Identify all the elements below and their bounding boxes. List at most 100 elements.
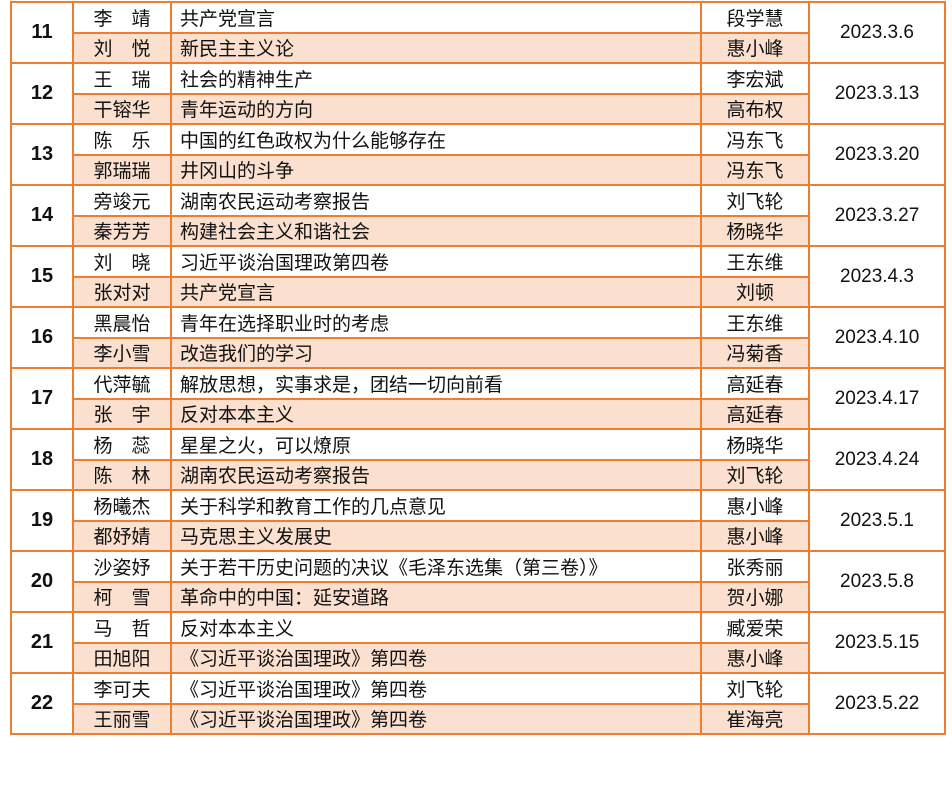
book-title: 星星之火，可以燎原 (170, 428, 702, 461)
book-title: 解放思想，实事求是，团结一切向前看 (170, 367, 702, 400)
teacher-name: 臧爱荣 (700, 611, 810, 644)
book-title: 关于若干历史问题的决议《毛泽东选集（第三卷）》 (170, 550, 702, 583)
book-title: 《习近平谈治国理政》第四卷 (170, 672, 702, 705)
group-number: 12 (10, 62, 74, 125)
student-name: 代萍毓 (72, 367, 172, 400)
teacher-name: 刘飞轮 (700, 184, 810, 217)
session-date: 2023.3.6 (808, 1, 946, 64)
table-row: 秦芳芳 构建社会主义和谐社会 杨晓华 (11, 214, 945, 247)
table-row: 张对对 共产党宣言 刘顿 (11, 275, 945, 308)
session-date: 2023.5.22 (808, 672, 946, 735)
group-number: 21 (10, 611, 74, 674)
teacher-name: 冯菊香 (700, 336, 810, 369)
student-name: 杨 蕊 (72, 428, 172, 461)
teacher-name: 惠小峰 (700, 489, 810, 522)
student-name: 柯 雪 (72, 580, 172, 613)
teacher-name: 高延春 (700, 397, 810, 430)
reading-schedule-table: 11 李 靖共产党宣言 段学慧 2023.3.6 刘 悦新民主主义论 惠小峰 12 王 瑞社会… (10, 1, 946, 735)
student-name: 旁竣元 (72, 184, 172, 217)
book-title: 构建社会主义和谐社会 (170, 214, 702, 247)
book-title: 反对本本主义 (170, 397, 702, 430)
student-name: 黑晨怡 (72, 306, 172, 339)
book-title: 革命中的中国：延安道路 (170, 580, 702, 613)
session-date: 2023.5.1 (808, 489, 946, 552)
student-name: 郭瑞瑞 (72, 153, 172, 186)
book-title: 关于科学和教育工作的几点意见 (170, 489, 702, 522)
teacher-name: 惠小峰 (700, 641, 810, 674)
table-row: 张 宇反对本本主义 高延春 (11, 397, 945, 430)
student-name: 马 哲 (72, 611, 172, 644)
teacher-name: 惠小峰 (700, 519, 810, 552)
table-row: 田旭阳 《习近平谈治国理政》第四卷 惠小峰 (11, 641, 945, 674)
book-title: 青年运动的方向 (170, 92, 702, 125)
student-name: 张 宇 (72, 397, 172, 430)
teacher-name: 刘飞轮 (700, 672, 810, 705)
table-row: 都妤婧 马克思主义发展史 惠小峰 (11, 519, 945, 552)
book-title: 共产党宣言 (170, 275, 702, 308)
table-row: 19 杨曦杰 关于科学和教育工作的几点意见 惠小峰 2023.5.1 (10, 489, 946, 552)
table-row: 16 黑晨怡 青年在选择职业时的考虑 王东维 2023.4.10 (10, 306, 946, 369)
group-number: 17 (10, 367, 74, 430)
student-name: 李可夫 (72, 672, 172, 705)
table-row: 14 旁竣元 湖南农民运动考察报告 刘飞轮 2023.3.27 (10, 184, 946, 247)
group-number: 13 (10, 123, 74, 186)
group-number: 11 (10, 1, 74, 64)
book-title: 反对本本主义 (170, 611, 702, 644)
student-name: 杨曦杰 (72, 489, 172, 522)
book-title: 青年在选择职业时的考虑 (170, 306, 702, 339)
teacher-name: 惠小峰 (700, 31, 810, 64)
table-row: 12 王 瑞社会的精神生产 李宏斌 2023.3.13 (10, 62, 946, 125)
table-row: 李小雪 改造我们的学习 冯菊香 (11, 336, 945, 369)
book-title: 《习近平谈治国理政》第四卷 (170, 702, 702, 735)
book-title: 习近平谈治国理政第四卷 (170, 245, 702, 278)
group-number: 16 (10, 306, 74, 369)
student-name: 陈 乐 (72, 123, 172, 156)
table-row: 刘 悦新民主主义论 惠小峰 (11, 31, 945, 64)
session-date: 2023.5.15 (808, 611, 946, 674)
session-date: 2023.4.17 (808, 367, 946, 430)
table-row: 11 李 靖共产党宣言 段学慧 2023.3.6 (10, 1, 946, 64)
group-number: 22 (10, 672, 74, 735)
book-title: 湖南农民运动考察报告 (170, 458, 702, 491)
table-row: 15 刘 晓习近平谈治国理政第四卷 王东维 2023.4.3 (10, 245, 946, 308)
student-name: 李 靖 (72, 1, 172, 34)
teacher-name: 崔海亮 (700, 702, 810, 735)
session-date: 2023.3.13 (808, 62, 946, 125)
table-row: 20 沙姿妤 关于若干历史问题的决议《毛泽东选集（第三卷）》 张秀丽 2023.5.8 (10, 550, 946, 613)
student-name: 刘 晓 (72, 245, 172, 278)
teacher-name: 张秀丽 (700, 550, 810, 583)
student-name: 陈 林 (72, 458, 172, 491)
group-number: 18 (10, 428, 74, 491)
teacher-name: 高布权 (700, 92, 810, 125)
teacher-name: 段学慧 (700, 1, 810, 34)
student-name: 都妤婧 (72, 519, 172, 552)
session-date: 2023.5.8 (808, 550, 946, 613)
teacher-name: 杨晓华 (700, 428, 810, 461)
student-name: 田旭阳 (72, 641, 172, 674)
book-title: 新民主主义论 (170, 31, 702, 64)
book-title: 共产党宣言 (170, 1, 702, 34)
book-title: 湖南农民运动考察报告 (170, 184, 702, 217)
teacher-name: 王东维 (700, 306, 810, 339)
group-number: 20 (10, 550, 74, 613)
book-title: 《习近平谈治国理政》第四卷 (170, 641, 702, 674)
book-title: 马克思主义发展史 (170, 519, 702, 552)
teacher-name: 杨晓华 (700, 214, 810, 247)
table-row: 王丽雪 《习近平谈治国理政》第四卷 崔海亮 (11, 702, 945, 735)
table-row: 陈 林湖南农民运动考察报告 刘飞轮 (11, 458, 945, 491)
student-name: 王 瑞 (72, 62, 172, 95)
student-name: 刘 悦 (72, 31, 172, 64)
teacher-name: 刘顿 (700, 275, 810, 308)
book-title: 改造我们的学习 (170, 336, 702, 369)
session-date: 2023.4.24 (808, 428, 946, 491)
teacher-name: 刘飞轮 (700, 458, 810, 491)
table-row: 17 代萍毓 解放思想，实事求是，团结一切向前看 高延春 2023.4.17 (10, 367, 946, 430)
student-name: 王丽雪 (72, 702, 172, 735)
book-title: 中国的红色政权为什么能够存在 (170, 123, 702, 156)
table-row: 21 马 哲反对本本主义 臧爱荣 2023.5.15 (10, 611, 946, 674)
teacher-name: 李宏斌 (700, 62, 810, 95)
book-title: 社会的精神生产 (170, 62, 702, 95)
table-body: 11 李 靖共产党宣言 段学慧 2023.3.6 刘 悦新民主主义论 惠小峰 12 王 瑞社会… (10, 1, 946, 735)
session-date: 2023.4.3 (808, 245, 946, 308)
teacher-name: 高延春 (700, 367, 810, 400)
